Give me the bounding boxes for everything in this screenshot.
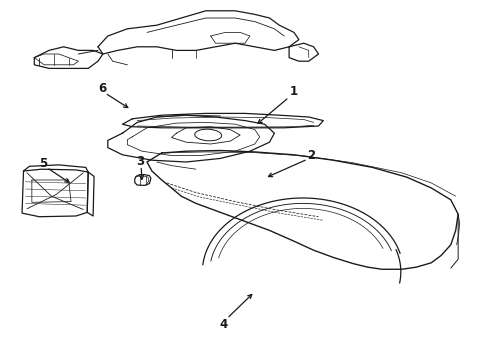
Text: 1: 1	[290, 85, 298, 98]
Text: 4: 4	[220, 318, 227, 330]
Text: 5: 5	[39, 157, 47, 170]
Text: 2: 2	[307, 149, 315, 162]
Text: 6: 6	[98, 82, 106, 95]
Text: 3: 3	[137, 155, 145, 168]
